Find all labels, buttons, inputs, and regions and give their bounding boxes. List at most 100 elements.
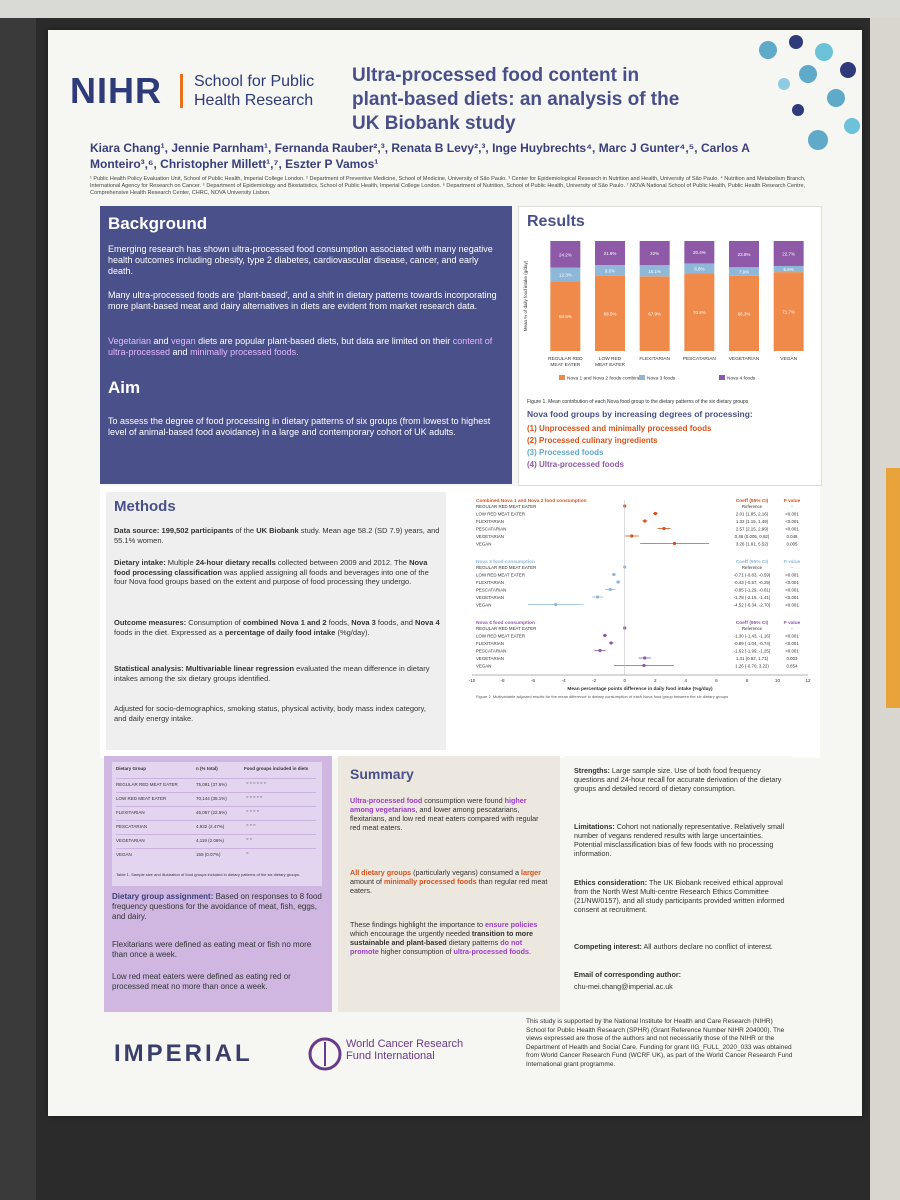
bar-data-label: 9.6% [605,268,615,273]
legend-swatch [639,375,645,380]
ceiling [0,0,900,18]
wall [870,18,900,1200]
table-row: FLEXITARIAN 45,057 (22.5%) ◦◦◦◦ [116,806,316,819]
bar-data-label: 67.9% [648,312,661,317]
forest-row-label: LOW RED MEAT EATER [476,573,525,578]
bar-segment [595,275,625,351]
methods-heading: Methods [114,498,176,515]
wcrf-logo-icon [308,1037,342,1071]
forest-panel-title: Nova 3 food consumption [476,559,535,565]
forest-row-label: REGULAR RED MEAT EATER [476,565,536,570]
forest-ci-value: -1.62 (-1.99, -1.25) [734,649,771,654]
background-heading: Background [108,214,208,233]
methods-stats: Statistical analysis: Multivariable line… [114,664,430,683]
bar-segment [684,241,715,264]
forest-row-label: VEGETARIAN [476,534,504,539]
bar-segment [729,241,759,268]
forest-x-tick: -6 [531,678,536,683]
forest-panel-title: Combined Nova 1 and Nova 2 food consumpt… [476,498,587,504]
table-cell-n: 75,091 (37.6%) [196,782,227,787]
forest-point [603,633,607,638]
forest-coef-header: Coeff (95% CI) [736,559,769,565]
x-tick-label: LOW RED [599,356,622,362]
forest-x-tick: 12 [805,678,811,683]
email-link[interactable]: chu-mei.chang@imperial.ac.uk [574,982,673,991]
forest-p-value: 0.048 [787,534,799,539]
legend-swatch [719,375,725,380]
dietary-groups-table: Dietary Group n (% total) Food groups in… [112,762,322,886]
bar-segment [550,281,581,351]
forest-row-label: VEGAN [476,542,491,547]
table-header-foods: Food groups included in diets [244,766,309,771]
forest-row-label: VEGETARIAN [476,656,504,661]
forest-row-label: VEGETARIAN [476,595,504,600]
forest-point [608,587,612,592]
bar-segment [595,265,625,276]
bar-segment [684,273,715,351]
forest-row-label: REGULAR RED MEAT EATER [476,626,536,631]
forest-point [554,602,558,607]
forest-p-value: 0.005 [787,542,799,547]
forest-p-value: <0.001 [785,595,799,600]
forest-p-value: <0.001 [785,649,799,654]
ethics: Ethics consideration: The UK Biobank rec… [574,878,785,914]
nova-list: (1) Unprocessed and minimally processed … [527,423,712,471]
table-cell-group: VEGAN [116,852,132,857]
forest-row-label: REGULAR RED MEAT EATER [476,504,536,509]
table-cell-group: VEGETARIAN [116,838,145,843]
table-cell-group: LOW RED MEAT EATER [116,796,167,801]
chart-ylabel: Mean % of daily food intake (g/day) [523,260,528,331]
forest-point [598,648,602,653]
x-tick-label: VEGAN [780,356,797,362]
bar-data-label: 68.3% [738,311,751,316]
bar-data-label: 7.9% [739,270,749,275]
forest-ci-value: -0.95 (-1.29, -0.61) [734,588,771,593]
forest-p-value: <0.001 [785,634,799,639]
methods-panel: Methods Data source: 199,502 participant… [100,486,820,758]
poster-board [0,18,36,1200]
decorative-circles [759,35,860,150]
forest-caption: Figure 2. Multivariable adjusted results… [476,694,728,699]
food-icons: ◦◦◦◦◦ [246,794,264,801]
forest-row-label: PESCATARIAN [476,588,506,593]
forest-x-tick: -4 [562,678,567,683]
forest-ci-value: 2.01 (1.85, 2.16) [736,512,769,517]
forest-ci-value: 1.31 (0.92, 1.71) [736,656,769,661]
forest-ci-value: -1.30 (-1.43, -1.16) [734,634,771,639]
affiliations: ¹ Public Health Policy Evaluation Unit, … [90,176,806,196]
forest-row-label: PESCATARIAN [476,649,506,654]
poster-title: Ultra-processed food content in plant-ba… [352,65,680,134]
background-p2: Many ultra-processed foods are 'plant-ba… [108,290,497,311]
flexitarian-definition: Flexitarians were defined as eating meat… [112,940,312,959]
forest-x-tick: 0 [623,678,626,683]
table-cell-n: 70,144 (35.1%) [196,796,227,801]
table-cell-group: PESCATARIAN [116,824,148,829]
forest-row-label: FLEXITARIAN [476,519,504,524]
bar-data-label: 71.7% [782,310,795,315]
forest-point [662,526,666,531]
results-panel: Results Mean % of daily food intake (g/d… [518,206,822,486]
table-row: VEGAN 159 (0.07%) ◦ [116,848,316,861]
forest-x-tick: 2 [654,678,657,683]
forest-p-value: - [791,626,793,631]
bar-segment [639,241,670,266]
table-cell-n: 159 (0.07%) [196,852,221,857]
forest-x-tick: 10 [775,678,781,683]
forest-p-value: 0.854 [787,664,799,669]
forest-x-tick: 4 [685,678,688,683]
x-tick-label: PESCATARIAN [683,356,717,362]
forest-x-tick: -2 [592,678,597,683]
bar-data-label: 20.4% [693,250,706,255]
bar-segment [639,265,670,277]
forest-row-label: LOW RED MEAT EATER [476,634,525,639]
methods-adjusted: Adjusted for socio-demographics, smoking… [114,704,426,723]
nova-item-1: (1) Unprocessed and minimally processed … [527,424,712,433]
forest-panel-title: Nova 4 food consumption [476,620,535,626]
forest-point [643,656,647,660]
bar-data-label: 8.8% [694,266,704,271]
table-row: VEGETARIAN 4,119 (2.06%) ◦◦ [116,834,316,847]
forest-point [642,663,646,668]
footer-logos: IMPERIAL World Cancer Research Fund Inte… [96,1020,496,1106]
forest-ci-value: -4.52 (-6.34, -2.70) [734,603,771,608]
forest-row-label: VEGAN [476,603,491,608]
